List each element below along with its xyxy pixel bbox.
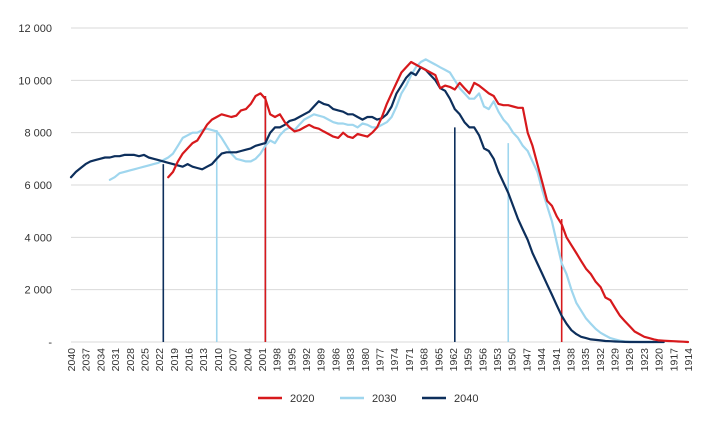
x-tick-label: 2019 <box>169 348 181 372</box>
x-tick-label: 1983 <box>345 348 357 372</box>
x-tick-label: 1926 <box>624 348 636 372</box>
x-tick-label: 2016 <box>184 348 196 372</box>
x-tick-label: 1914 <box>683 348 695 372</box>
reference-lines <box>162 96 563 342</box>
x-tick-label: 1956 <box>477 348 489 372</box>
x-tick-label: 1953 <box>492 348 504 372</box>
x-tick-label: 1980 <box>360 348 372 372</box>
y-tick-label: 12 000 <box>18 23 52 35</box>
x-tick-label: 1992 <box>301 348 313 372</box>
y-tick-label: 10 000 <box>18 75 52 87</box>
legend-label-2030: 2030 <box>372 393 396 405</box>
series-line-2030 <box>108 58 656 344</box>
y-tick-label: 6 000 <box>24 180 52 192</box>
x-tick-label: 2004 <box>242 348 254 372</box>
x-axis-ticks: 2040 2037 2034 2031 2028 2025 2022 2019 2016 2013… <box>66 348 695 372</box>
y-tick-label: - <box>48 337 52 349</box>
x-tick-label: 2028 <box>125 348 137 372</box>
x-tick-label: 1923 <box>639 348 651 372</box>
x-tick-label: 2037 <box>81 348 93 372</box>
x-tick-label: 1998 <box>272 348 284 372</box>
x-tick-label: 1965 <box>433 348 445 372</box>
x-tick-label: 1920 <box>654 348 666 372</box>
legend: 2020 2030 2040 <box>258 393 478 405</box>
series-line-2020 <box>167 60 690 344</box>
x-tick-label: 1938 <box>565 348 577 372</box>
x-tick-label: 1947 <box>521 348 533 372</box>
x-tick-label: 1950 <box>507 348 519 372</box>
x-tick-label: 2031 <box>110 348 122 372</box>
x-tick-label: 1944 <box>536 348 548 372</box>
x-tick-label: 1929 <box>610 348 622 372</box>
x-tick-label: 1974 <box>389 348 401 372</box>
x-tick-label: 2010 <box>213 348 225 372</box>
x-tick-label: 2013 <box>198 348 210 372</box>
x-tick-label: 1995 <box>286 348 298 372</box>
series-lines <box>69 58 690 344</box>
x-tick-label: 2007 <box>228 348 240 372</box>
x-tick-label: 1917 <box>668 348 680 372</box>
legend-label-2040: 2040 <box>454 393 478 405</box>
x-tick-label: 1989 <box>316 348 328 372</box>
x-tick-label: 1932 <box>595 348 607 372</box>
x-tick-label: 1959 <box>463 348 475 372</box>
y-axis-ticks: - 2 000 4 000 6 000 8 000 10 000 12 000 <box>18 23 52 349</box>
x-tick-label: 2034 <box>95 348 107 372</box>
x-tick-label: 2022 <box>154 348 166 372</box>
y-tick-label: 8 000 <box>24 128 52 140</box>
x-tick-label: 1986 <box>330 348 342 372</box>
y-tick-label: 2 000 <box>24 285 52 297</box>
x-tick-label: 1935 <box>580 348 592 372</box>
x-tick-label: 1941 <box>551 348 563 372</box>
x-tick-label: 1968 <box>419 348 431 372</box>
series-line-2040 <box>69 66 665 344</box>
y-tick-label: 4 000 <box>24 232 52 244</box>
gridlines <box>71 27 688 343</box>
x-tick-label: 1977 <box>375 348 387 372</box>
legend-label-2020: 2020 <box>290 393 314 405</box>
x-tick-label: 2001 <box>257 348 269 372</box>
x-tick-label: 1971 <box>404 348 416 372</box>
x-tick-label: 2040 <box>66 348 78 372</box>
x-tick-label: 2025 <box>139 348 151 372</box>
x-tick-label: 1962 <box>448 348 460 372</box>
